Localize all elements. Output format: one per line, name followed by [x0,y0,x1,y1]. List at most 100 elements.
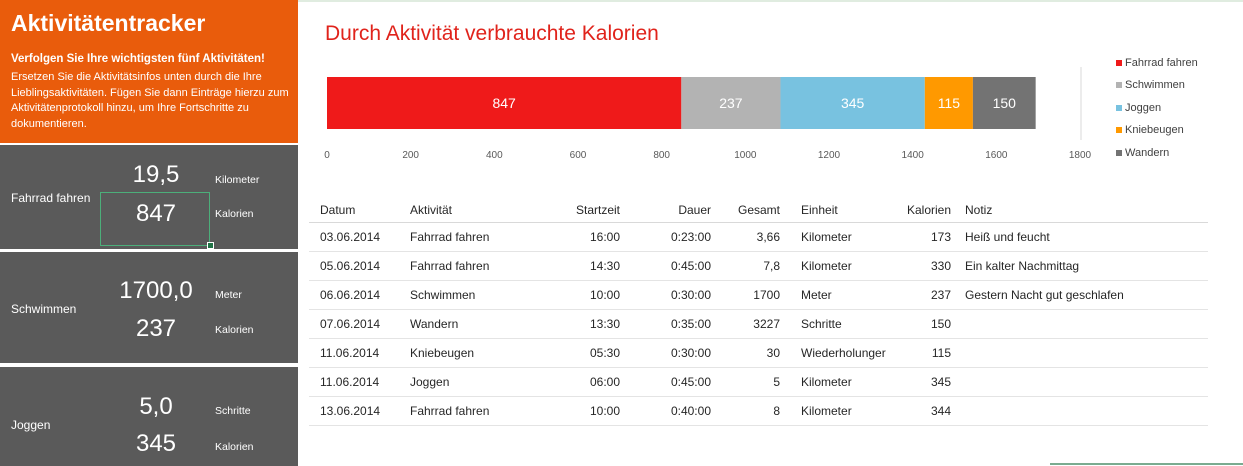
bar-segment-1[interactable] [681,77,781,129]
activity-value-calories[interactable]: 237 [135,315,177,342]
top-border [0,0,1243,2]
activity-unit-distance[interactable]: Kilometer [215,174,260,186]
cell-activity[interactable]: Wandern [410,309,520,339]
bar-segment-3[interactable] [924,77,973,129]
cell-start[interactable]: 10:00 [520,280,620,310]
cell-total[interactable]: 7,8 [711,251,780,281]
activity-value-distance[interactable]: 1700,0 [119,277,193,304]
cell-note[interactable]: Ein kalter Nachmittag [951,251,1208,281]
cell-activity[interactable]: Fahrrad fahren [410,251,520,281]
cell-activity[interactable]: Fahrrad fahren [410,222,520,252]
legend-item[interactable]: Wandern [1116,147,1198,169]
selected-cell[interactable] [100,192,210,246]
cell-note[interactable] [951,396,1208,426]
cell-unit[interactable]: Kilometer [780,222,889,252]
cell-duration[interactable]: 0:45:00 [620,367,711,397]
tracker-subtitle[interactable]: Verfolgen Sie Ihre wichtigsten fünf Akti… [11,53,265,65]
cell-note[interactable] [951,367,1208,397]
activity-unit-calories[interactable]: Kalorien [215,441,254,453]
chart-legend[interactable]: Fahrrad fahren Schwimmen Joggen Kniebeugen W… [1116,57,1198,169]
table-row: 11.06.2014 Joggen 06:00 0:45:00 5 Kilometer 34… [309,367,1208,397]
activity-unit-calories[interactable]: Kalorien [215,208,254,220]
cell-total[interactable]: 8 [711,396,780,426]
bar-segment-4[interactable] [972,77,1036,129]
cell-calories[interactable]: 237 [889,280,951,310]
cell-unit[interactable]: Kilometer [780,396,889,426]
cell-duration[interactable]: 0:35:00 [620,309,711,339]
bar-segment-2[interactable] [780,77,925,129]
cell-date[interactable]: 11.06.2014 [309,338,410,368]
cell-activity[interactable]: Schwimmen [410,280,520,310]
cell-date[interactable]: 05.06.2014 [309,251,410,281]
cell-date[interactable]: 11.06.2014 [309,367,410,397]
cell-calories[interactable]: 330 [889,251,951,281]
activity-value-distance[interactable]: 19,5 [132,161,180,188]
cell-duration[interactable]: 0:30:00 [620,338,711,368]
table-row: 03.06.2014 Fahrrad fahren 16:00 0:23:00 3,66… [309,222,1208,252]
calories-chart[interactable]: 847 237 345 115 150 0 200 400 600 800 1000 1200 1400… [300,55,1110,170]
cell-calories[interactable]: 344 [889,396,951,426]
activity-name[interactable]: Schwimmen [11,302,77,316]
cell-calories[interactable]: 345 [889,367,951,397]
header-activity[interactable]: Aktivität [410,198,520,223]
cell-date[interactable]: 13.06.2014 [309,396,410,426]
cell-unit[interactable]: Schritte [780,309,889,339]
cell-start[interactable]: 13:30 [520,309,620,339]
header-date[interactable]: Datum [309,198,410,223]
activity-unit-distance[interactable]: Schritte [215,405,251,417]
cell-note[interactable] [951,338,1208,368]
activity-value-calories[interactable]: 345 [135,430,177,457]
cell-start[interactable]: 10:00 [520,396,620,426]
cell-calories[interactable]: 150 [889,309,951,339]
cell-date[interactable]: 03.06.2014 [309,222,410,252]
cell-unit[interactable]: Wiederholunger [780,338,889,368]
cell-duration[interactable]: 0:45:00 [620,251,711,281]
cell-unit[interactable]: Meter [780,280,889,310]
cell-calories[interactable]: 115 [889,338,951,368]
cell-date[interactable]: 06.06.2014 [309,280,410,310]
legend-item[interactable]: Fahrrad fahren [1116,57,1198,79]
activity-name[interactable]: Fahrrad fahren [11,191,91,205]
cell-unit[interactable]: Kilometer [780,251,889,281]
header-calories[interactable]: Kalorien [889,198,951,223]
legend-item[interactable]: Kniebeugen [1116,124,1198,146]
cell-duration[interactable]: 0:23:00 [620,222,711,252]
cell-duration[interactable]: 0:40:00 [620,396,711,426]
cell-activity[interactable]: Kniebeugen [410,338,520,368]
activity-unit-calories[interactable]: Kalorien [215,324,254,336]
cell-note[interactable]: Heiß und feucht [951,222,1208,252]
cell-date[interactable]: 07.06.2014 [309,309,410,339]
cell-start[interactable]: 14:30 [520,251,620,281]
cell-start[interactable]: 05:30 [520,338,620,368]
cell-total[interactable]: 3,66 [711,222,780,252]
cell-total[interactable]: 5 [711,367,780,397]
cell-total[interactable]: 30 [711,338,780,368]
fill-handle[interactable] [207,242,214,249]
header-total[interactable]: Gesamt [711,198,780,223]
header-unit[interactable]: Einheit [780,198,889,223]
activity-value-distance[interactable]: 5,0 [139,393,173,420]
cell-activity[interactable]: Fahrrad fahren [410,396,520,426]
legend-item[interactable]: Joggen [1116,102,1198,124]
cell-activity[interactable]: Joggen [410,367,520,397]
activity-unit-distance[interactable]: Meter [215,289,242,301]
tracker-title[interactable]: Aktivitätentracker [11,10,206,36]
cell-start[interactable]: 16:00 [520,222,620,252]
tracker-description[interactable]: Ersetzen Sie die Aktivitätsinfos unten d… [11,71,289,130]
cell-calories[interactable]: 173 [889,222,951,252]
activity-value-calories[interactable]: 847 [135,200,177,227]
chart-title[interactable]: Durch Aktivität verbrauchte Kalorien [325,22,659,45]
activity-name[interactable]: Joggen [11,418,51,432]
cell-unit[interactable]: Kilometer [780,367,889,397]
bar-segment-0[interactable] [327,77,682,129]
cell-note[interactable] [951,309,1208,339]
legend-item[interactable]: Schwimmen [1116,79,1198,101]
cell-total[interactable]: 1700 [711,280,780,310]
header-note[interactable]: Notiz [951,198,1208,223]
header-start[interactable]: Startzeit [520,198,620,223]
header-duration[interactable]: Dauer [620,198,711,223]
cell-start[interactable]: 06:00 [520,367,620,397]
cell-duration[interactable]: 0:30:00 [620,280,711,310]
cell-total[interactable]: 3227 [711,309,780,339]
cell-note[interactable]: Gestern Nacht gut geschlafen [951,280,1208,310]
